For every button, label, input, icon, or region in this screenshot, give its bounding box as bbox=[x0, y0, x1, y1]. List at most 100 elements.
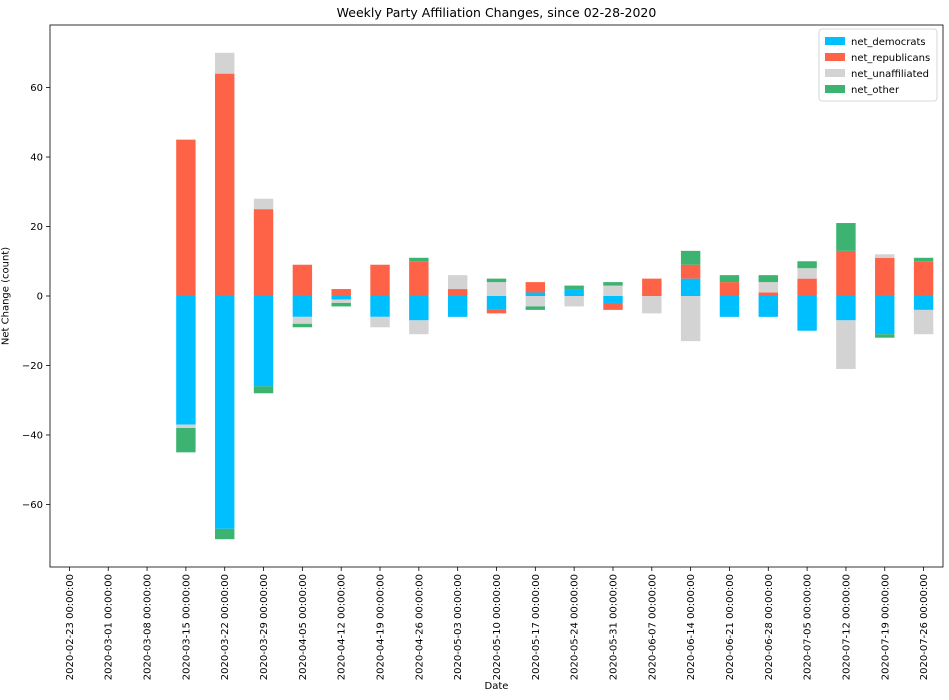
x-tick-label: 2020-05-17 00:00:00 bbox=[531, 574, 542, 680]
x-tick-label: 2020-03-01 00:00:00 bbox=[104, 574, 115, 680]
bar-net-other bbox=[409, 257, 429, 262]
bar-net-republicans bbox=[486, 309, 507, 314]
bar-net-other bbox=[797, 261, 817, 269]
x-tick-label: 2020-04-19 00:00:00 bbox=[376, 574, 387, 680]
bar-net-republicans bbox=[642, 278, 662, 296]
bar-net-unaffiliated bbox=[836, 320, 856, 369]
bar-net-democrats bbox=[486, 296, 507, 310]
x-tick-label: 2020-05-03 00:00:00 bbox=[453, 574, 464, 680]
bar-net-unaffiliated bbox=[642, 296, 662, 314]
x-axis-label: Date bbox=[484, 681, 509, 692]
bar-net-unaffiliated bbox=[215, 52, 235, 74]
x-tick-label: 2020-05-31 00:00:00 bbox=[608, 574, 619, 680]
bar-net-democrats bbox=[719, 296, 740, 317]
y-tick-label: −40 bbox=[22, 430, 43, 441]
bar-net-democrats bbox=[370, 296, 390, 317]
bar-net-other bbox=[603, 282, 623, 286]
bar-net-unaffiliated bbox=[370, 316, 390, 328]
bar-net-other bbox=[875, 334, 895, 338]
bar-net-democrats bbox=[447, 296, 468, 317]
bar-net-other bbox=[253, 386, 274, 394]
bar-net-other bbox=[215, 528, 235, 540]
x-tick-label: 2020-03-29 00:00:00 bbox=[259, 574, 270, 680]
bar-net-other bbox=[680, 250, 701, 265]
bar-net-unaffiliated bbox=[447, 275, 468, 290]
y-tick-label: 40 bbox=[30, 153, 43, 164]
x-tick-label: 2020-06-14 00:00:00 bbox=[686, 574, 697, 680]
bar-net-democrats bbox=[564, 289, 584, 296]
bar-net-unaffiliated bbox=[603, 285, 623, 296]
bar-net-republicans bbox=[215, 73, 235, 297]
bar-net-democrats bbox=[409, 296, 429, 321]
bar-net-democrats bbox=[292, 296, 313, 317]
bar-net-other bbox=[176, 428, 196, 453]
bar-net-republicans bbox=[680, 264, 701, 279]
x-tick-label: 2020-03-22 00:00:00 bbox=[220, 574, 231, 680]
bar-net-republicans bbox=[370, 264, 390, 296]
x-tick-label: 2020-03-15 00:00:00 bbox=[181, 574, 192, 680]
bar-net-unaffiliated bbox=[680, 296, 701, 342]
x-tick-label: 2020-07-12 00:00:00 bbox=[841, 574, 852, 680]
legend-label: net_unaffiliated bbox=[851, 69, 929, 80]
bar-net-democrats bbox=[758, 296, 778, 317]
bar-net-republicans bbox=[409, 261, 429, 296]
y-tick-label: 20 bbox=[30, 222, 43, 233]
bar-net-democrats bbox=[603, 296, 623, 303]
legend-swatch-net-republicans bbox=[825, 53, 845, 61]
x-tick-label: 2020-05-10 00:00:00 bbox=[492, 574, 503, 680]
bar-net-unaffiliated bbox=[758, 282, 778, 293]
legend-swatch-net-democrats bbox=[825, 37, 845, 45]
legend-swatch-net-other bbox=[825, 85, 845, 93]
bar-net-republicans bbox=[525, 282, 546, 293]
bar-net-other bbox=[564, 285, 584, 290]
bar-net-other bbox=[525, 306, 546, 310]
y-tick-label: 60 bbox=[30, 83, 43, 94]
bar-net-democrats bbox=[797, 296, 817, 331]
legend-swatch-net-unaffiliated bbox=[825, 69, 845, 77]
bar-net-democrats bbox=[331, 296, 351, 300]
bar-net-other bbox=[292, 323, 313, 328]
bar-net-unaffiliated bbox=[525, 296, 546, 307]
bar-net-other bbox=[719, 275, 740, 283]
legend-label: net_republicans bbox=[851, 53, 930, 64]
bar-net-democrats bbox=[836, 296, 856, 321]
bar-net-unaffiliated bbox=[564, 296, 584, 307]
bar-net-republicans bbox=[719, 282, 740, 296]
bar-net-unaffiliated bbox=[409, 320, 429, 335]
bar-net-republicans bbox=[292, 264, 313, 296]
x-tick-label: 2020-04-05 00:00:00 bbox=[298, 574, 309, 680]
bar-net-democrats bbox=[875, 296, 895, 335]
bar-net-unaffiliated bbox=[331, 299, 351, 303]
bar-net-other bbox=[331, 302, 351, 307]
x-tick-label: 2020-06-21 00:00:00 bbox=[725, 574, 736, 680]
legend-label: net_other bbox=[851, 85, 900, 96]
x-tick-label: 2020-03-08 00:00:00 bbox=[143, 574, 154, 680]
bar-net-unaffiliated bbox=[913, 309, 934, 335]
x-tick-label: 2020-07-05 00:00:00 bbox=[803, 574, 814, 680]
bar-net-unaffiliated bbox=[253, 198, 274, 210]
x-tick-label: 2020-05-24 00:00:00 bbox=[570, 574, 581, 680]
chart-title: Weekly Party Affiliation Changes, since … bbox=[336, 5, 657, 20]
bar-net-democrats bbox=[215, 296, 235, 529]
bar-net-republicans bbox=[176, 139, 196, 296]
bar-net-democrats bbox=[913, 296, 934, 310]
bar-net-republicans bbox=[836, 250, 856, 296]
x-tick-label: 2020-02-23 00:00:00 bbox=[65, 574, 76, 680]
bar-net-other bbox=[758, 275, 778, 283]
x-tick-label: 2020-04-12 00:00:00 bbox=[337, 574, 348, 680]
y-tick-label: −20 bbox=[22, 361, 43, 372]
x-tick-label: 2020-06-28 00:00:00 bbox=[764, 574, 775, 680]
bar-net-other bbox=[486, 278, 507, 283]
bar-net-republicans bbox=[331, 289, 351, 296]
bar-net-democrats bbox=[176, 296, 196, 425]
bar-net-republicans bbox=[603, 302, 623, 310]
y-tick-label: −60 bbox=[22, 500, 43, 511]
bar-net-democrats bbox=[680, 278, 701, 296]
bar-net-other bbox=[913, 257, 934, 262]
bar-net-unaffiliated bbox=[292, 316, 313, 324]
legend-box bbox=[818, 28, 938, 102]
bar-net-unaffiliated bbox=[797, 268, 817, 279]
bar-net-republicans bbox=[253, 209, 274, 296]
